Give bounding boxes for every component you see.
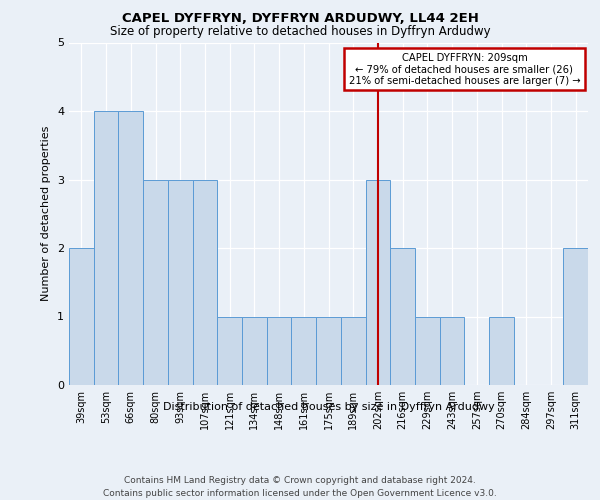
Bar <box>316 316 341 385</box>
Bar <box>94 111 118 385</box>
Bar <box>242 316 267 385</box>
Y-axis label: Number of detached properties: Number of detached properties <box>41 126 52 302</box>
Bar <box>365 180 390 385</box>
Bar <box>143 180 168 385</box>
Text: CAPEL DYFFRYN: 209sqm
← 79% of detached houses are smaller (26)
21% of semi-deta: CAPEL DYFFRYN: 209sqm ← 79% of detached … <box>349 53 580 86</box>
Bar <box>415 316 440 385</box>
Bar <box>390 248 415 385</box>
Bar <box>489 316 514 385</box>
Bar <box>440 316 464 385</box>
Bar <box>267 316 292 385</box>
Bar <box>118 111 143 385</box>
Bar <box>168 180 193 385</box>
Text: Contains HM Land Registry data © Crown copyright and database right 2024.
Contai: Contains HM Land Registry data © Crown c… <box>103 476 497 498</box>
Bar <box>341 316 365 385</box>
Bar <box>292 316 316 385</box>
Bar <box>193 180 217 385</box>
Text: Size of property relative to detached houses in Dyffryn Ardudwy: Size of property relative to detached ho… <box>110 25 490 38</box>
Bar <box>217 316 242 385</box>
Text: Distribution of detached houses by size in Dyffryn Ardudwy: Distribution of detached houses by size … <box>163 402 494 412</box>
Bar <box>563 248 588 385</box>
Bar <box>69 248 94 385</box>
Text: CAPEL DYFFRYN, DYFFRYN ARDUDWY, LL44 2EH: CAPEL DYFFRYN, DYFFRYN ARDUDWY, LL44 2EH <box>122 12 478 26</box>
